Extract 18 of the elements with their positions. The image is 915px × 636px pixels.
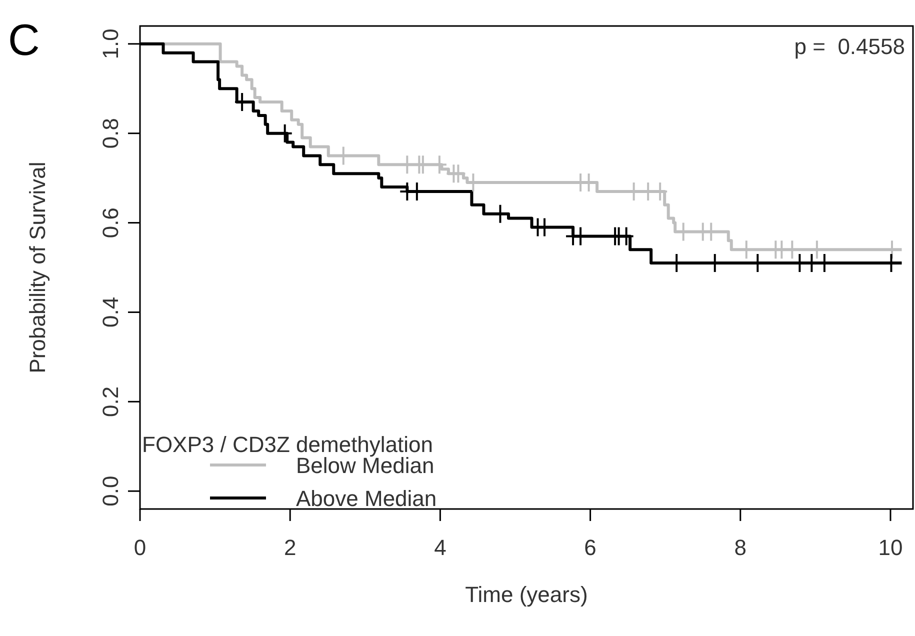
x-tick-label: 10 xyxy=(878,535,903,560)
x-tick-label: 6 xyxy=(584,535,596,560)
y-axis-title: Probability of Survival xyxy=(25,162,50,374)
x-tick-label: 8 xyxy=(734,535,747,560)
x-tick-label: 0 xyxy=(134,535,146,560)
x-tick-label: 2 xyxy=(284,535,296,560)
legend-label: Above Median xyxy=(296,486,437,511)
text: C xyxy=(8,16,40,65)
y-tick-label: 0.4 xyxy=(98,296,123,328)
x-axis-title: Time (years) xyxy=(465,582,588,607)
y-tick-label: 0.2 xyxy=(98,386,123,417)
y-tick-label: 0.0 xyxy=(98,476,123,506)
y-tick-label: 0.6 xyxy=(98,207,123,238)
x-tick-label: 4 xyxy=(434,535,446,560)
y-tick-label: 0.8 xyxy=(98,118,123,149)
annotation: p = 0.4558 xyxy=(794,34,905,59)
legend-title: FOXP3 / CD3Z demethylation xyxy=(142,432,434,457)
y-tick-label: 1.0 xyxy=(98,28,123,60)
